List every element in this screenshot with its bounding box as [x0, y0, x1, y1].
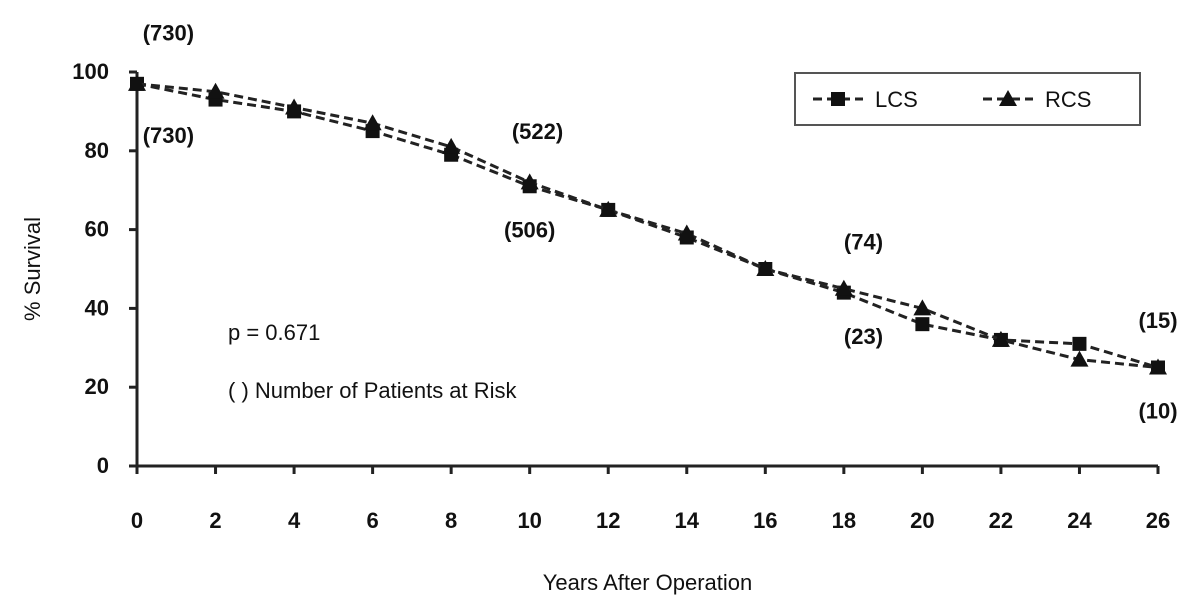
risk-label: (15)	[1138, 308, 1177, 333]
series-line	[136, 82, 1159, 369]
data-point-triangle	[442, 137, 461, 154]
risk-label: (10)	[1138, 399, 1177, 424]
data-point-triangle	[1070, 350, 1089, 367]
data-point-square	[915, 317, 930, 332]
y-tick-label: 0	[97, 453, 109, 478]
y-tick-label: 100	[72, 59, 109, 84]
risk-label: (522)	[512, 119, 563, 144]
data-point-triangle	[520, 173, 539, 190]
series-group	[128, 74, 1167, 375]
risk-note-annotation: ( ) Number of Patients at Risk	[228, 378, 518, 403]
x-tick-label: 18	[832, 508, 856, 533]
data-point-triangle	[1149, 358, 1167, 375]
risk-label: (730)	[143, 123, 194, 148]
data-point-triangle	[206, 82, 225, 99]
data-point-triangle	[913, 299, 932, 316]
risk-labels: (730) (730) (522) (506) (74) (23) (15) (10)	[143, 20, 1178, 423]
data-point-triangle	[363, 114, 382, 131]
data-point-square	[831, 92, 845, 106]
legend-box	[794, 72, 1141, 126]
data-point-square	[1072, 336, 1087, 351]
x-tick-label: 6	[366, 508, 378, 533]
y-tick-label: 80	[85, 138, 109, 163]
x-tick-label: 2	[209, 508, 221, 533]
x-tick-label: 16	[753, 508, 777, 533]
risk-label: (74)	[844, 229, 883, 254]
legend-items: LCS RCS	[813, 87, 1091, 112]
data-point-triangle	[999, 90, 1017, 106]
x-tick-label: 0	[131, 508, 143, 533]
x-tick-label: 12	[596, 508, 620, 533]
p-value-annotation: p = 0.671	[228, 320, 320, 345]
data-point-triangle	[991, 330, 1010, 347]
risk-label: (730)	[143, 20, 194, 45]
legend-label: LCS	[875, 87, 918, 112]
risk-label: (506)	[504, 217, 555, 242]
x-tick-label: 14	[675, 508, 700, 533]
x-tick-label: 4	[288, 508, 301, 533]
x-tick-label: 20	[910, 508, 934, 533]
axes	[135, 72, 1158, 468]
data-point-triangle	[834, 279, 853, 296]
risk-label: (23)	[844, 324, 883, 349]
legend-item-lcs: LCS	[813, 87, 918, 112]
x-tick-label: 8	[445, 508, 457, 533]
data-point-triangle	[128, 74, 146, 91]
x-tick-label: 24	[1067, 508, 1092, 533]
data-point-triangle	[599, 200, 618, 217]
data-point-triangle	[756, 260, 775, 276]
legend-item-rcs: RCS	[983, 87, 1091, 112]
y-tick-label: 40	[85, 295, 109, 320]
y-tick-label: 60	[85, 217, 109, 242]
x-tick-label: 26	[1146, 508, 1170, 533]
x-axis-title: Years After Operation	[543, 570, 753, 595]
data-point-triangle	[285, 98, 304, 115]
data-point-triangle	[677, 224, 696, 241]
y-axis-title: % Survival	[20, 217, 45, 321]
legend: LCS RCS	[794, 72, 1141, 126]
series-rcs	[128, 74, 1167, 375]
x-tick-label: 10	[517, 508, 541, 533]
y-tick-label: 20	[85, 374, 109, 399]
legend-label: RCS	[1045, 87, 1091, 112]
series-line	[136, 82, 1159, 369]
x-tick-label: 22	[989, 508, 1013, 533]
